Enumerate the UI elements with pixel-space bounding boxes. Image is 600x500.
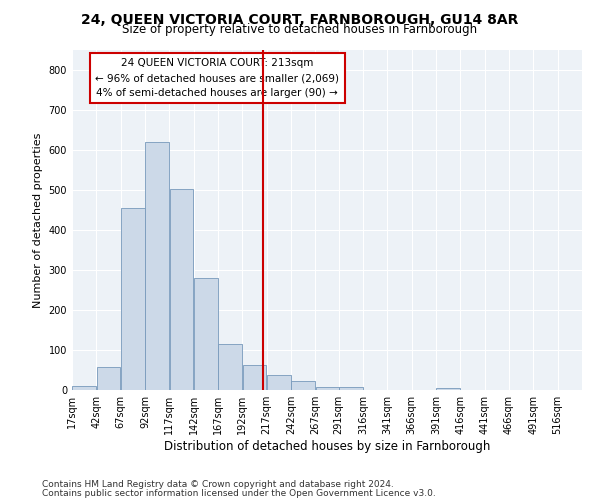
Bar [218, 344, 242, 390]
Text: Contains HM Land Registry data © Crown copyright and database right 2024.: Contains HM Land Registry data © Crown c… [42, 480, 394, 489]
Bar [243, 365, 266, 390]
Bar [121, 208, 145, 390]
X-axis label: Distribution of detached houses by size in Farnborough: Distribution of detached houses by size … [164, 440, 490, 453]
Bar [145, 142, 169, 390]
Bar [267, 375, 290, 390]
Text: Contains public sector information licensed under the Open Government Licence v3: Contains public sector information licen… [42, 488, 436, 498]
Text: Size of property relative to detached houses in Farnborough: Size of property relative to detached ho… [122, 22, 478, 36]
Text: 24 QUEEN VICTORIA COURT: 213sqm
← 96% of detached houses are smaller (2,069)
4% : 24 QUEEN VICTORIA COURT: 213sqm ← 96% of… [95, 58, 340, 98]
Bar [292, 381, 315, 390]
Bar [436, 388, 460, 390]
Bar [316, 387, 339, 390]
Text: 24, QUEEN VICTORIA COURT, FARNBOROUGH, GU14 8AR: 24, QUEEN VICTORIA COURT, FARNBOROUGH, G… [82, 12, 518, 26]
Bar [97, 367, 120, 390]
Y-axis label: Number of detached properties: Number of detached properties [33, 132, 43, 308]
Bar [170, 189, 193, 390]
Bar [339, 387, 362, 390]
Bar [194, 278, 218, 390]
Bar [73, 386, 96, 390]
